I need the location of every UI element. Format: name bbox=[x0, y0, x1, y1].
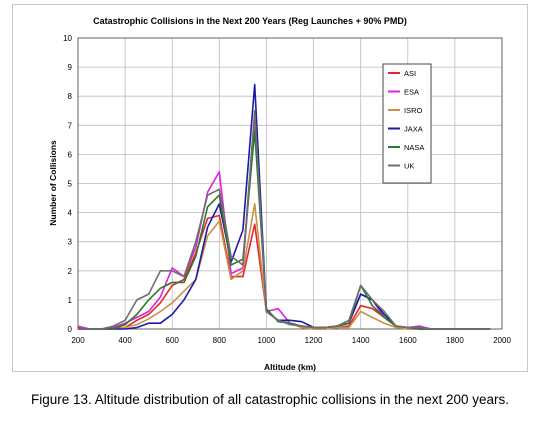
legend-label-nasa: NASA bbox=[404, 143, 424, 152]
legend-label-asi: ASI bbox=[404, 69, 416, 78]
legend-label-esa: ESA bbox=[404, 88, 419, 97]
series-line-esa bbox=[77, 118, 491, 330]
y-tick-label: 8 bbox=[68, 92, 73, 101]
legend-label-jaxa: JAXA bbox=[404, 125, 423, 134]
chart-title: Catastrophic Collisions in the Next 200 … bbox=[93, 16, 407, 26]
y-tick-label: 2 bbox=[68, 267, 73, 276]
x-tick-label: 1800 bbox=[446, 336, 464, 345]
legend-box bbox=[382, 63, 432, 184]
y-tick-label: 3 bbox=[68, 238, 73, 247]
line-chart: Catastrophic Collisions in the Next 200 … bbox=[48, 16, 511, 372]
y-tick-label: 1 bbox=[68, 296, 73, 305]
series-line-uk bbox=[78, 110, 491, 330]
y-axis-label: Number of Collisions bbox=[48, 140, 58, 226]
legend-label-isro: ISRO bbox=[404, 106, 423, 115]
figure-caption: Figure 13. Altitude distribution of all … bbox=[30, 392, 509, 407]
x-tick-label: 600 bbox=[166, 336, 180, 345]
y-tick-label: 5 bbox=[68, 180, 73, 189]
y-tick-label: 6 bbox=[68, 150, 73, 159]
x-tick-label: 1600 bbox=[399, 336, 417, 345]
y-tick-label: 4 bbox=[68, 209, 73, 218]
x-axis-label: Altitude (km) bbox=[264, 362, 316, 372]
x-tick-label: 400 bbox=[118, 336, 132, 345]
y-tick-label: 9 bbox=[68, 63, 73, 72]
x-tick-label: 1000 bbox=[258, 336, 276, 345]
plot-border bbox=[77, 37, 503, 330]
x-tick-label: 200 bbox=[71, 336, 85, 345]
legend-label-uk: UK bbox=[404, 162, 414, 171]
y-tick-label: 10 bbox=[63, 34, 72, 43]
y-tick-label: 0 bbox=[68, 325, 73, 334]
x-tick-label: 1400 bbox=[352, 336, 370, 345]
x-tick-label: 1200 bbox=[305, 336, 323, 345]
x-tick-label: 2000 bbox=[493, 336, 511, 345]
y-tick-label: 7 bbox=[68, 121, 73, 130]
x-tick-label: 800 bbox=[213, 336, 227, 345]
